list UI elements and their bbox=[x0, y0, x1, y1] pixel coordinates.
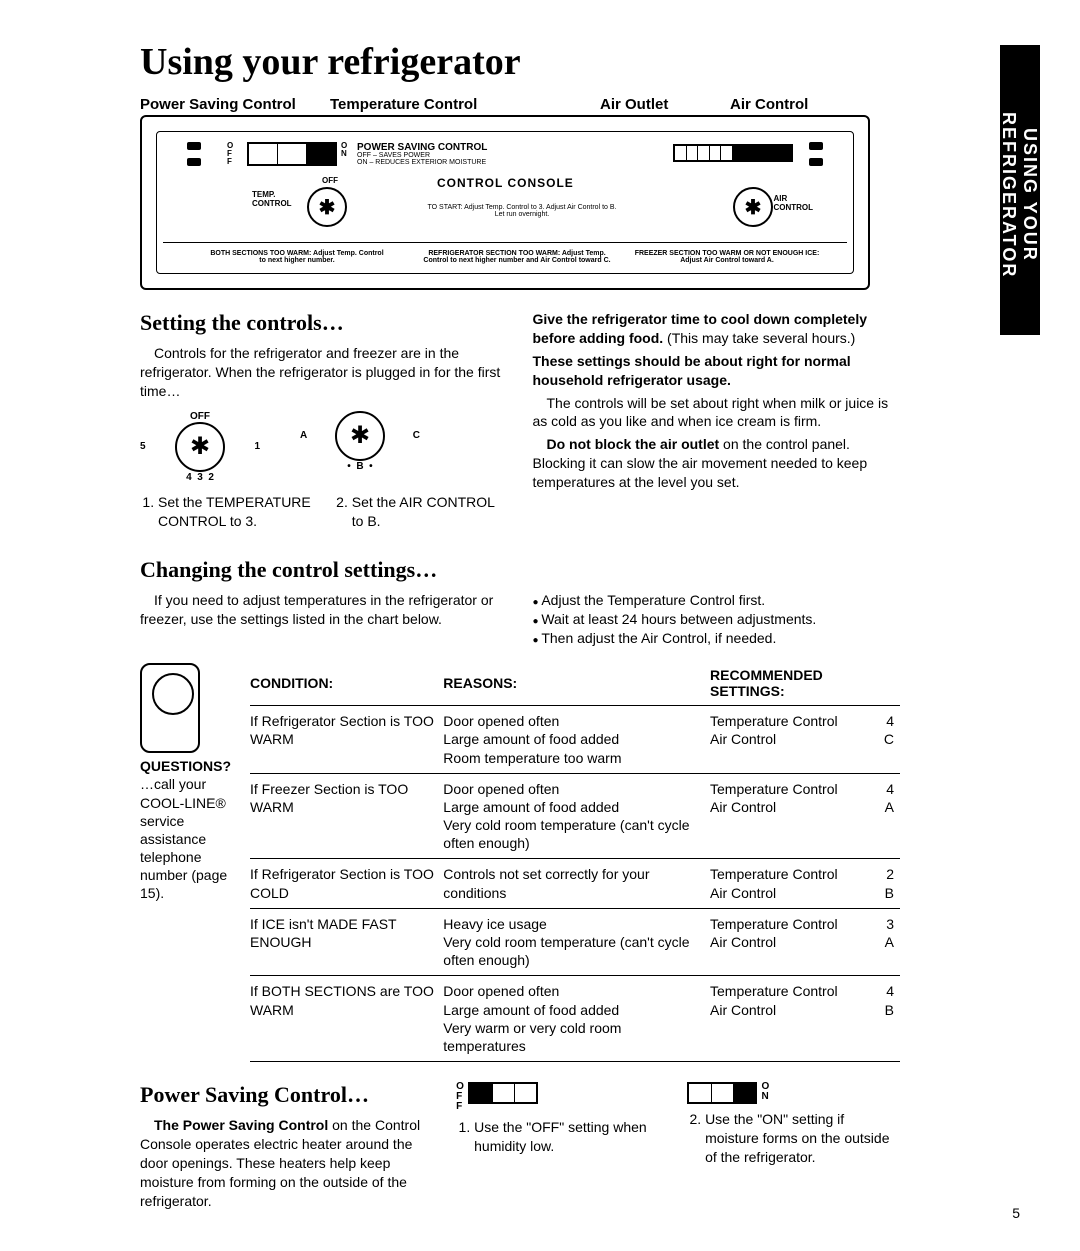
power-saving-switch bbox=[247, 142, 337, 166]
switch-on-icon bbox=[687, 1082, 757, 1104]
cell-setting-labels: Temperature ControlAir Control bbox=[710, 976, 875, 1062]
power-heading: Power Saving Control… bbox=[140, 1082, 438, 1108]
cell-setting-values: 3A bbox=[875, 908, 900, 976]
air-dial-block: A C • B • bbox=[300, 411, 420, 472]
cell-reasons: Door opened often Large amount of food a… bbox=[443, 773, 710, 859]
temp-dial-icon bbox=[307, 187, 347, 227]
settings-table: CONDITION: REASONS: RECOMMENDED SETTINGS… bbox=[250, 663, 900, 1062]
label-power-saving: Power Saving Control bbox=[140, 96, 330, 113]
cell-setting-values: 4C bbox=[875, 706, 900, 774]
dial-off-text: OFF bbox=[140, 411, 260, 422]
console-inner: O F F O N POWER SAVING CONTROL OFF – SAV… bbox=[156, 131, 854, 274]
control-console-title: CONTROL CONSOLE bbox=[437, 176, 574, 190]
decor-icon bbox=[809, 158, 823, 166]
power-text: The Power Saving Control on the Control … bbox=[140, 1116, 438, 1210]
console-note-3: FREEZER SECTION TOO WARM OR NOT ENOUGH I… bbox=[627, 250, 827, 264]
ps-text: OFF – SAVES POWER ON – REDUCES EXTERIOR … bbox=[357, 152, 486, 166]
setting-intro: Controls for the refrigerator and freeze… bbox=[140, 344, 508, 401]
changing-b1: Adjust the Temperature Control first. bbox=[533, 591, 901, 610]
temp-dial-block: OFF 5 1 4 3 2 bbox=[140, 411, 260, 483]
setting-right-4: Do not block the air outlet on the contr… bbox=[533, 435, 901, 492]
switch-off-icon bbox=[468, 1082, 538, 1104]
th-reasons: REASONS: bbox=[443, 663, 710, 706]
cool-line-text: …call your COOL-LINE® service assistance… bbox=[140, 775, 240, 902]
setting-right-1: Give the refrigerator time to cool down … bbox=[533, 310, 901, 348]
console-note-1: BOTH SECTIONS TOO WARM: Adjust Temp. Con… bbox=[207, 250, 387, 264]
table-row: If Refrigerator Section is TOO WARMDoor … bbox=[250, 706, 900, 774]
cell-reasons: Controls not set correctly for your cond… bbox=[443, 859, 710, 908]
cell-reasons: Door opened often Large amount of food a… bbox=[443, 706, 710, 774]
cell-setting-labels: Temperature ControlAir Control bbox=[710, 773, 875, 859]
air-dial-small-icon bbox=[335, 411, 385, 461]
cell-reasons: Door opened often Large amount of food a… bbox=[443, 976, 710, 1062]
cell-condition: If BOTH SECTIONS are TOO WARM bbox=[250, 976, 443, 1062]
start-instructions: TO START: Adjust Temp. Control to 3. Adj… bbox=[427, 204, 617, 218]
setting-step-2: Set the AIR CONTROL to B. bbox=[352, 493, 508, 531]
switch-on-labels: O N bbox=[762, 1082, 770, 1102]
label-air-control: Air Control bbox=[730, 96, 870, 113]
decor-icon bbox=[187, 142, 201, 150]
console-diagram: O F F O N POWER SAVING CONTROL OFF – SAV… bbox=[140, 115, 870, 290]
cell-reasons: Heavy ice usage Very cold room temperatu… bbox=[443, 908, 710, 976]
th-condition: CONDITION: bbox=[250, 663, 443, 706]
changing-b2: Wait at least 24 hours between adjustmen… bbox=[533, 610, 901, 629]
cell-setting-values: 2B bbox=[875, 859, 900, 908]
setting-right-3: The controls will be set about right whe… bbox=[533, 394, 901, 432]
label-air-outlet: Air Outlet bbox=[600, 96, 730, 113]
ps-on-label: O N bbox=[341, 142, 347, 158]
th-recommended: RECOMMENDED SETTINGS: bbox=[710, 663, 900, 706]
questions-label: QUESTIONS? bbox=[140, 757, 240, 775]
cell-setting-labels: Temperature ControlAir Control bbox=[710, 908, 875, 976]
console-note-2: REFRIGERATOR SECTION TOO WARM: Adjust Te… bbox=[417, 250, 617, 264]
dial-off-label: OFF bbox=[322, 176, 338, 185]
cell-setting-values: 4A bbox=[875, 773, 900, 859]
table-row: If Freezer Section is TOO WARMDoor opene… bbox=[250, 773, 900, 859]
table-row: If BOTH SECTIONS are TOO WARMDoor opened… bbox=[250, 976, 900, 1062]
decor-icon bbox=[187, 158, 201, 166]
setting-step-1: Set the TEMPERATURE CONTROL to 3. bbox=[158, 493, 314, 531]
setting-heading: Setting the controls… bbox=[140, 310, 508, 336]
chart-sidebar: QUESTIONS? …call your COOL-LINE® service… bbox=[140, 663, 250, 1062]
ps-off-label: O F F bbox=[227, 142, 233, 166]
temp-dial-small-icon bbox=[175, 422, 225, 472]
table-row: If Refrigerator Section is TOO COLDContr… bbox=[250, 859, 900, 908]
changing-heading: Changing the control settings… bbox=[140, 557, 900, 583]
cell-setting-labels: Temperature ControlAir Control bbox=[710, 706, 875, 774]
cell-condition: If Refrigerator Section is TOO COLD bbox=[250, 859, 443, 908]
changing-intro: If you need to adjust temperatures in th… bbox=[140, 591, 508, 629]
side-tab: USING YOUR REFRIGERATOR bbox=[1000, 45, 1040, 335]
label-temperature: Temperature Control bbox=[330, 96, 600, 113]
phone-icon bbox=[140, 663, 200, 753]
page-number: 5 bbox=[1012, 1205, 1020, 1221]
cell-setting-values: 4B bbox=[875, 976, 900, 1062]
power-off-text: Use the "OFF" setting when humidity low. bbox=[474, 1118, 669, 1156]
air-outlet-vent bbox=[673, 144, 793, 162]
air-dial-icon bbox=[733, 187, 773, 227]
cell-condition: If Refrigerator Section is TOO WARM bbox=[250, 706, 443, 774]
decor-icon bbox=[809, 142, 823, 150]
setting-right-2: These settings should be about right for… bbox=[533, 352, 901, 390]
air-control-label: AIR CONTROL bbox=[773, 194, 813, 212]
cell-condition: If ICE isn't MADE FAST ENOUGH bbox=[250, 908, 443, 976]
cell-condition: If Freezer Section is TOO WARM bbox=[250, 773, 443, 859]
changing-bullets: Adjust the Temperature Control first. Wa… bbox=[533, 591, 901, 648]
changing-b3: Then adjust the Air Control, if needed. bbox=[533, 629, 901, 648]
cell-setting-labels: Temperature ControlAir Control bbox=[710, 859, 875, 908]
page-title: Using your refrigerator bbox=[140, 40, 1020, 84]
temp-control-label: TEMP. CONTROL bbox=[252, 190, 292, 208]
table-row: If ICE isn't MADE FAST ENOUGHHeavy ice u… bbox=[250, 908, 900, 976]
console-labels: Power Saving Control Temperature Control… bbox=[140, 96, 870, 115]
switch-off-labels: O F F bbox=[456, 1082, 464, 1112]
power-on-text: Use the "ON" setting if moisture forms o… bbox=[705, 1110, 900, 1167]
console-divider bbox=[163, 242, 847, 243]
